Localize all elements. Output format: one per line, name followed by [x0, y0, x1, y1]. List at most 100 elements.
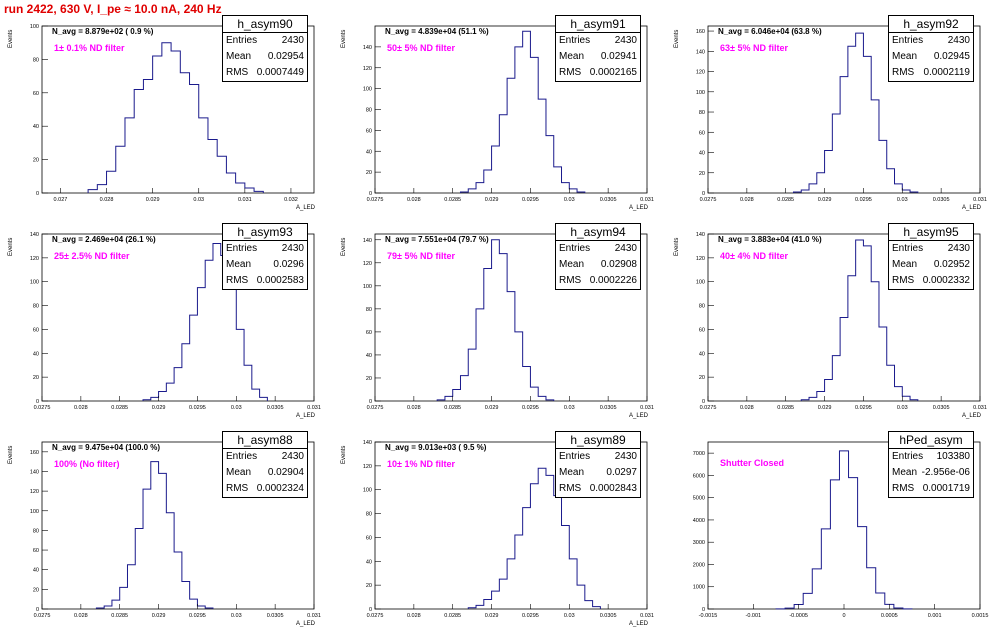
histogram-bin — [801, 190, 809, 193]
histogram-bin — [125, 118, 134, 193]
stats-label-mean: Mean — [226, 49, 251, 65]
y-tick-label: 140 — [30, 469, 39, 475]
histogram-bin — [226, 173, 235, 193]
stats-label-rms: RMS — [226, 481, 248, 497]
y-tick-label: 140 — [363, 45, 372, 51]
histogram-bin — [213, 244, 221, 401]
stats-value-entries: 2430 — [282, 241, 304, 257]
x-axis-label: A_LED — [296, 413, 315, 419]
y-axis-label: Events — [341, 446, 347, 464]
x-tick-label: -0.001 — [746, 613, 762, 619]
y-tick-label: 120 — [696, 70, 705, 76]
stats-box-title: h_asym92 — [889, 16, 973, 33]
stats-value-entries: 2430 — [948, 241, 970, 257]
y-tick-label: 0 — [369, 191, 372, 197]
histogram-bin — [863, 246, 871, 401]
histogram-bin — [585, 601, 593, 609]
histogram-bin — [546, 400, 554, 401]
y-tick-label: 100 — [30, 280, 39, 286]
filter-label: Shutter Closed — [720, 458, 784, 468]
histogram-bin — [887, 169, 895, 193]
x-tick-label: 0.027 — [54, 197, 68, 203]
y-tick-label: 40 — [366, 559, 372, 565]
histogram-bin — [840, 77, 848, 193]
histogram-bin — [530, 484, 538, 609]
y-tick-label: 40 — [366, 149, 372, 155]
histogram-bin — [515, 535, 523, 609]
histogram-bin — [468, 189, 476, 193]
histogram-bin — [523, 366, 531, 401]
histogram-bin — [107, 171, 116, 193]
stats-value-entries: 2430 — [282, 449, 304, 465]
stats-label-mean: Mean — [226, 257, 251, 273]
x-tick-label: 0.0285 — [777, 405, 794, 411]
x-tick-label: 0.03 — [231, 405, 242, 411]
x-tick-label: 0.028 — [74, 405, 88, 411]
stats-box-title: h_asym95 — [889, 224, 973, 241]
histogram-bin — [879, 140, 887, 193]
y-axis-label: Events — [341, 30, 347, 48]
histogram-bin — [127, 565, 135, 609]
histogram-bin — [236, 183, 245, 193]
filter-label: 25± 2.5% ND filter — [54, 251, 129, 261]
x-tick-label: 0.029 — [485, 405, 499, 411]
x-tick-label: 0.0285 — [444, 613, 461, 619]
y-tick-label: 120 — [363, 66, 372, 72]
stats-value-mean: 0.02945 — [934, 49, 970, 65]
x-tick-label: 0.0285 — [777, 197, 794, 203]
stats-label-rms: RMS — [226, 273, 248, 289]
histogram-bin — [830, 480, 839, 609]
y-tick-label: 20 — [699, 375, 705, 381]
histogram-bin — [825, 380, 833, 401]
histogram-bin — [205, 608, 213, 609]
histogram-bin — [887, 365, 895, 401]
y-tick-label: 100 — [30, 24, 39, 30]
y-tick-label: 40 — [33, 568, 39, 574]
x-tick-label: 0.0005 — [881, 613, 898, 619]
stats-value-entries: 2430 — [615, 33, 637, 49]
histogram-bin — [174, 368, 182, 401]
y-tick-label: 4000 — [693, 518, 705, 524]
histogram-bin — [468, 608, 476, 609]
histogram-bin — [143, 79, 152, 193]
stats-label-entries: Entries — [892, 33, 923, 49]
y-tick-label: 20 — [33, 158, 39, 164]
histogram-bin — [252, 389, 260, 401]
y-tick-label: 60 — [366, 128, 372, 134]
y-axis-label: Events — [8, 238, 14, 256]
y-tick-label: 140 — [696, 232, 705, 238]
stats-value-mean: 0.02908 — [601, 257, 637, 273]
stats-value-mean: 0.02954 — [268, 49, 304, 65]
histogram-bin — [895, 387, 903, 401]
x-tick-label: 0.03 — [564, 613, 575, 619]
histogram-bin — [229, 288, 237, 401]
histogram-bin — [159, 473, 167, 609]
histogram-bin — [190, 84, 199, 193]
histogram-bin — [863, 56, 871, 193]
x-tick-label: 0.028 — [74, 613, 88, 619]
histogram-bin — [453, 389, 461, 401]
x-tick-label: -0.0015 — [699, 613, 718, 619]
histogram-bin — [197, 288, 205, 401]
x-tick-label: 0.0305 — [933, 405, 950, 411]
histogram-bin — [839, 451, 848, 609]
y-tick-label: 120 — [30, 256, 39, 262]
x-tick-label: 0.029 — [818, 405, 832, 411]
histogram-bin — [825, 150, 833, 193]
histogram-bin — [523, 508, 531, 609]
n-avg-label: N_avg = 8.879e+02 ( 0.9 %) — [52, 27, 153, 36]
histogram-bin — [96, 608, 104, 609]
